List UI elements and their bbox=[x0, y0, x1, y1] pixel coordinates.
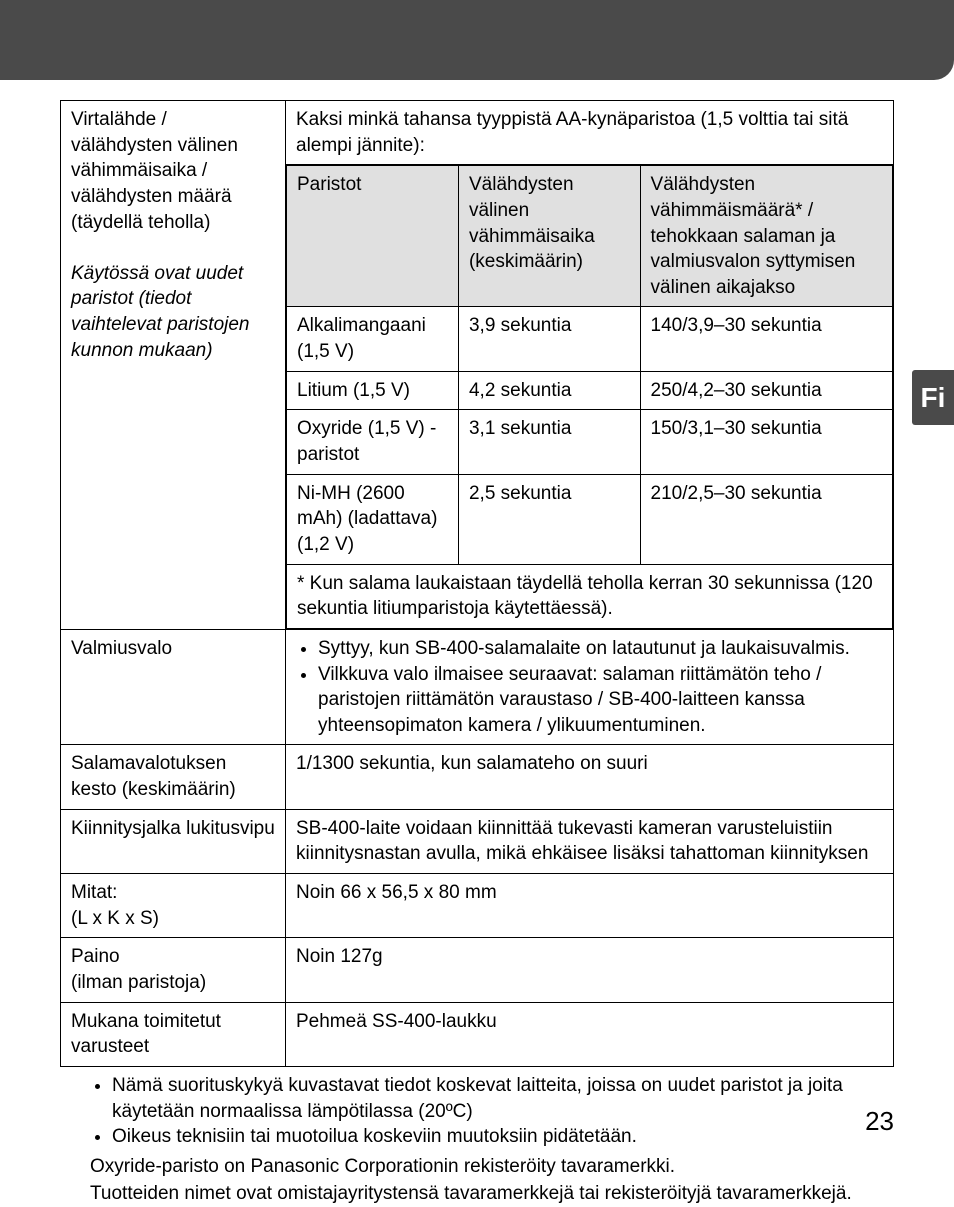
mountlock-value: SB-400-laite voidaan kiinnittää tukevast… bbox=[286, 809, 894, 873]
battery-header-2: Välähdysten välinen vähimmäisaika (keski… bbox=[458, 166, 640, 307]
specs-table: Virtalähde / välähdysten välinen vähimmä… bbox=[60, 100, 894, 1067]
readylight-value: Syttyy, kun SB-400-salamalaite on lataut… bbox=[286, 629, 894, 745]
power-label-1: Virtalähde / bbox=[71, 109, 167, 130]
dimensions-label: Mitat:(L x K x S) bbox=[61, 874, 286, 938]
page-number: 23 bbox=[865, 1106, 894, 1137]
battery-asterisk-note: * Kun salama laukaistaan täydellä teholl… bbox=[287, 564, 893, 628]
battery-cell: Litium (1,5 V) bbox=[287, 371, 459, 410]
battery-cell: 3,9 sekuntia bbox=[458, 307, 640, 371]
power-intro: Kaksi minkä tahansa tyyppistä AA-kynäpar… bbox=[286, 101, 894, 165]
dimensions-value: Noin 66 x 56,5 x 80 mm bbox=[286, 874, 894, 938]
battery-cell: 250/4,2–30 sekuntia bbox=[640, 371, 892, 410]
battery-cell: 150/3,1–30 sekuntia bbox=[640, 410, 892, 474]
flashduration-label: Salamavalotuksen kesto (keskimäärin) bbox=[61, 745, 286, 809]
flashduration-value: 1/1300 sekuntia, kun salamateho on suuri bbox=[286, 745, 894, 809]
battery-cell: 3,1 sekuntia bbox=[458, 410, 640, 474]
battery-row: Alkalimangaani (1,5 V) 3,9 sekuntia 140/… bbox=[287, 307, 893, 371]
battery-table: Paristot Välähdysten välinen vähimmäisai… bbox=[286, 165, 893, 629]
battery-cell: 4,2 sekuntia bbox=[458, 371, 640, 410]
battery-subtable-cell: Paristot Välähdysten välinen vähimmäisai… bbox=[286, 165, 894, 630]
footnote-line: Oxyride-paristo on Panasonic Corporation… bbox=[90, 1154, 884, 1180]
weight-label: Paino(ilman paristoja) bbox=[61, 938, 286, 1002]
power-label-2: välähdysten välinen vähimmäisaika / välä… bbox=[71, 135, 238, 233]
accessories-value: Pehmeä SS-400-laukku bbox=[286, 1002, 894, 1066]
weight-value: Noin 127g bbox=[286, 938, 894, 1002]
battery-row: Oxyride (1,5 V) - paristot 3,1 sekuntia … bbox=[287, 410, 893, 474]
page-content: Virtalähde / välähdysten välinen vähimmä… bbox=[0, 80, 954, 1207]
battery-cell: 140/3,9–30 sekuntia bbox=[640, 307, 892, 371]
power-label-italic: Käytössä ovat uudet paristot (tiedot vai… bbox=[71, 263, 250, 361]
footnote-line: Tuotteiden nimet ovat omistajayritystens… bbox=[90, 1181, 884, 1207]
readylight-bullet: Syttyy, kun SB-400-salamalaite on lataut… bbox=[318, 636, 883, 662]
battery-cell: Alkalimangaani (1,5 V) bbox=[287, 307, 459, 371]
accessories-label: Mukana toimitetut varusteet bbox=[61, 1002, 286, 1066]
power-label-cell: Virtalähde / välähdysten välinen vähimmä… bbox=[61, 101, 286, 630]
readylight-label: Valmiusvalo bbox=[61, 629, 286, 745]
battery-row: Ni-MH (2600 mAh) (ladattava) (1,2 V) 2,5… bbox=[287, 474, 893, 564]
footnote-bullet: Nämä suorituskykyä kuvastavat tiedot kos… bbox=[112, 1073, 884, 1124]
readylight-bullet: Vilkkuva valo ilmaisee seuraavat: salama… bbox=[318, 662, 883, 739]
battery-header-1: Paristot bbox=[287, 166, 459, 307]
header-band bbox=[0, 0, 954, 80]
footnote-bullet: Oikeus teknisiin tai muotoilua koskeviin… bbox=[112, 1124, 884, 1150]
battery-header-3: Välähdysten vähimmäismäärä* / tehokkaan … bbox=[640, 166, 892, 307]
mountlock-label: Kiinnitysjalka lukitusvipu bbox=[61, 809, 286, 873]
language-tab: Fi bbox=[912, 370, 954, 425]
battery-cell: Oxyride (1,5 V) - paristot bbox=[287, 410, 459, 474]
battery-cell: 210/2,5–30 sekuntia bbox=[640, 474, 892, 564]
battery-cell: 2,5 sekuntia bbox=[458, 474, 640, 564]
battery-cell: Ni-MH (2600 mAh) (ladattava) (1,2 V) bbox=[287, 474, 459, 564]
footnotes: Nämä suorituskykyä kuvastavat tiedot kos… bbox=[60, 1067, 894, 1207]
battery-row: Litium (1,5 V) 4,2 sekuntia 250/4,2–30 s… bbox=[287, 371, 893, 410]
